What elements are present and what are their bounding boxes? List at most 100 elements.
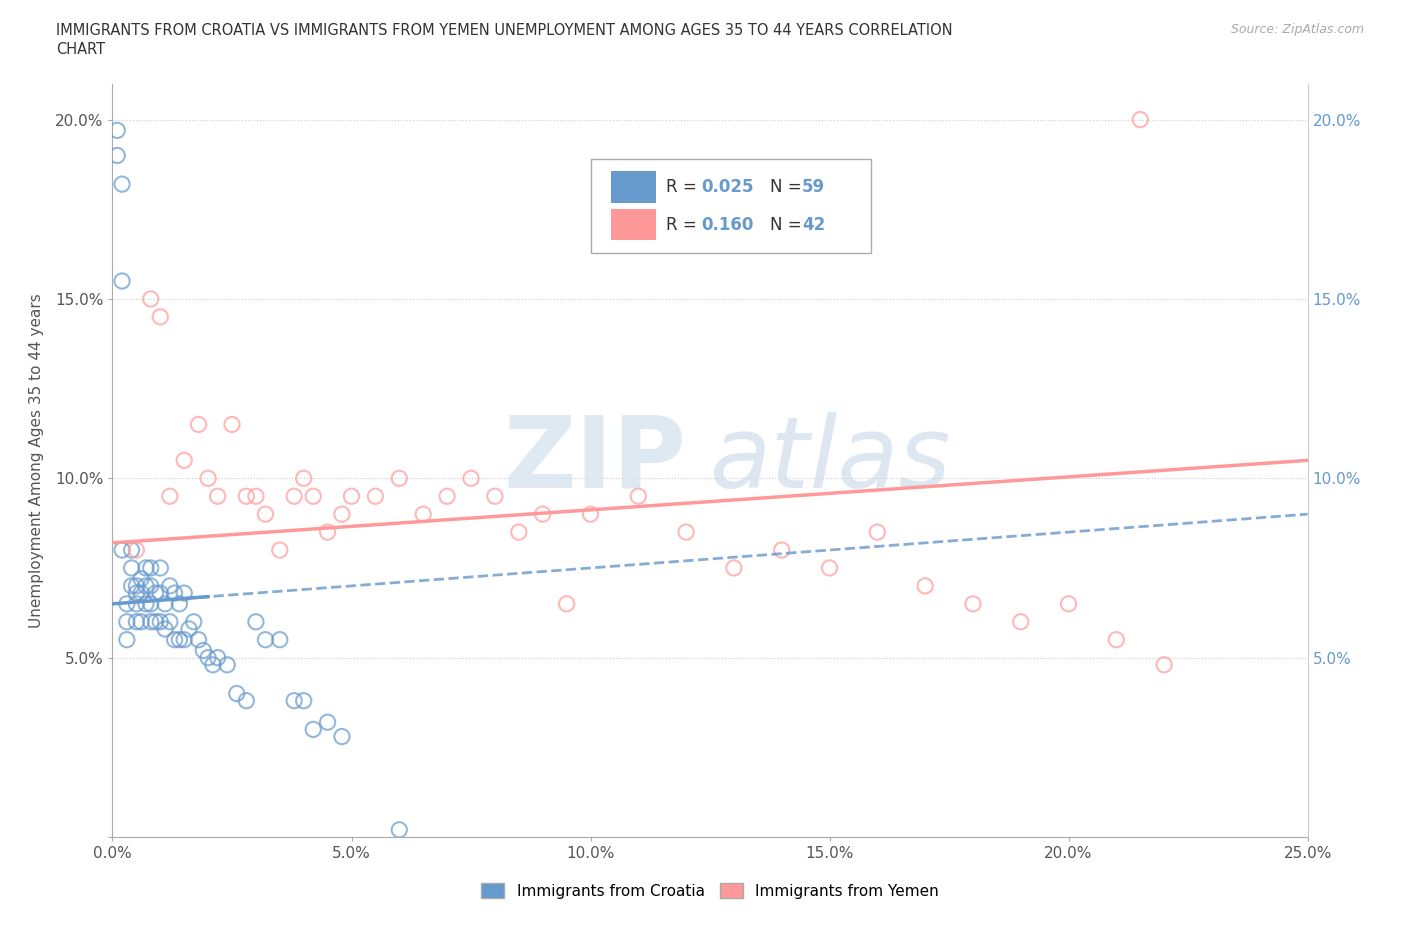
- FancyBboxPatch shape: [610, 208, 657, 240]
- Point: [221, 417, 243, 432]
- Point: [283, 693, 305, 708]
- Point: [1010, 615, 1032, 630]
- Point: [302, 489, 325, 504]
- Point: [254, 632, 277, 647]
- Text: 0.160: 0.160: [702, 216, 754, 233]
- Point: [197, 471, 219, 485]
- Point: [115, 632, 138, 647]
- Point: [129, 615, 152, 630]
- Text: CHART: CHART: [56, 42, 105, 57]
- Point: [187, 632, 209, 647]
- Point: [105, 148, 128, 163]
- Point: [197, 650, 219, 665]
- Point: [129, 586, 152, 601]
- Point: [153, 621, 176, 636]
- Point: [235, 693, 257, 708]
- Text: Source: ZipAtlas.com: Source: ZipAtlas.com: [1230, 23, 1364, 36]
- Point: [153, 596, 176, 611]
- Point: [245, 615, 267, 630]
- Text: 42: 42: [801, 216, 825, 233]
- Point: [169, 596, 191, 611]
- Point: [111, 177, 134, 192]
- Point: [201, 658, 224, 672]
- Point: [484, 489, 506, 504]
- Point: [269, 632, 291, 647]
- Point: [125, 542, 148, 557]
- Point: [135, 578, 157, 593]
- Point: [207, 650, 229, 665]
- Point: [412, 507, 434, 522]
- Point: [173, 453, 195, 468]
- Point: [121, 561, 143, 576]
- Point: [135, 561, 157, 576]
- Point: [115, 596, 138, 611]
- Text: N =: N =: [770, 216, 807, 233]
- Point: [316, 525, 339, 539]
- Point: [1129, 113, 1152, 127]
- Point: [173, 586, 195, 601]
- Text: ZIP: ZIP: [503, 412, 686, 509]
- Point: [627, 489, 650, 504]
- Text: 0.025: 0.025: [702, 178, 754, 196]
- Point: [159, 615, 181, 630]
- Point: [508, 525, 530, 539]
- Point: [139, 561, 162, 576]
- Text: R =: R =: [666, 178, 702, 196]
- Point: [145, 586, 167, 601]
- Point: [460, 471, 482, 485]
- Point: [115, 615, 138, 630]
- Point: [818, 561, 841, 576]
- Point: [125, 578, 148, 593]
- Point: [302, 722, 325, 737]
- Point: [962, 596, 984, 611]
- Point: [145, 615, 167, 630]
- Point: [531, 507, 554, 522]
- Text: atlas: atlas: [710, 412, 952, 509]
- Point: [1057, 596, 1080, 611]
- Point: [364, 489, 387, 504]
- Point: [159, 578, 181, 593]
- Point: [436, 489, 458, 504]
- Point: [254, 507, 277, 522]
- Point: [183, 615, 205, 630]
- Point: [388, 822, 411, 837]
- Point: [770, 542, 793, 557]
- Point: [914, 578, 936, 593]
- Point: [139, 291, 162, 306]
- Point: [193, 643, 215, 658]
- Text: IMMIGRANTS FROM CROATIA VS IMMIGRANTS FROM YEMEN UNEMPLOYMENT AMONG AGES 35 TO 4: IMMIGRANTS FROM CROATIA VS IMMIGRANTS FR…: [56, 23, 953, 38]
- Point: [340, 489, 363, 504]
- Point: [245, 489, 267, 504]
- Point: [121, 578, 143, 593]
- Point: [388, 471, 411, 485]
- Point: [235, 489, 257, 504]
- Point: [125, 596, 148, 611]
- Point: [283, 489, 305, 504]
- Point: [111, 273, 134, 288]
- Point: [105, 123, 128, 138]
- Point: [555, 596, 578, 611]
- Point: [292, 693, 315, 708]
- Point: [292, 471, 315, 485]
- Point: [187, 417, 209, 432]
- Point: [111, 542, 134, 557]
- Point: [163, 586, 186, 601]
- Legend: Immigrants from Croatia, Immigrants from Yemen: Immigrants from Croatia, Immigrants from…: [475, 876, 945, 905]
- Point: [149, 615, 172, 630]
- Point: [125, 586, 148, 601]
- Point: [129, 571, 152, 586]
- Point: [1153, 658, 1175, 672]
- FancyBboxPatch shape: [610, 171, 657, 203]
- Point: [675, 525, 697, 539]
- Point: [121, 542, 143, 557]
- Point: [135, 596, 157, 611]
- FancyBboxPatch shape: [591, 159, 872, 253]
- Point: [173, 632, 195, 647]
- Point: [330, 729, 353, 744]
- Point: [159, 489, 181, 504]
- Point: [163, 632, 186, 647]
- Y-axis label: Unemployment Among Ages 35 to 44 years: Unemployment Among Ages 35 to 44 years: [30, 293, 44, 628]
- Point: [149, 586, 172, 601]
- Point: [169, 632, 191, 647]
- Point: [225, 686, 247, 701]
